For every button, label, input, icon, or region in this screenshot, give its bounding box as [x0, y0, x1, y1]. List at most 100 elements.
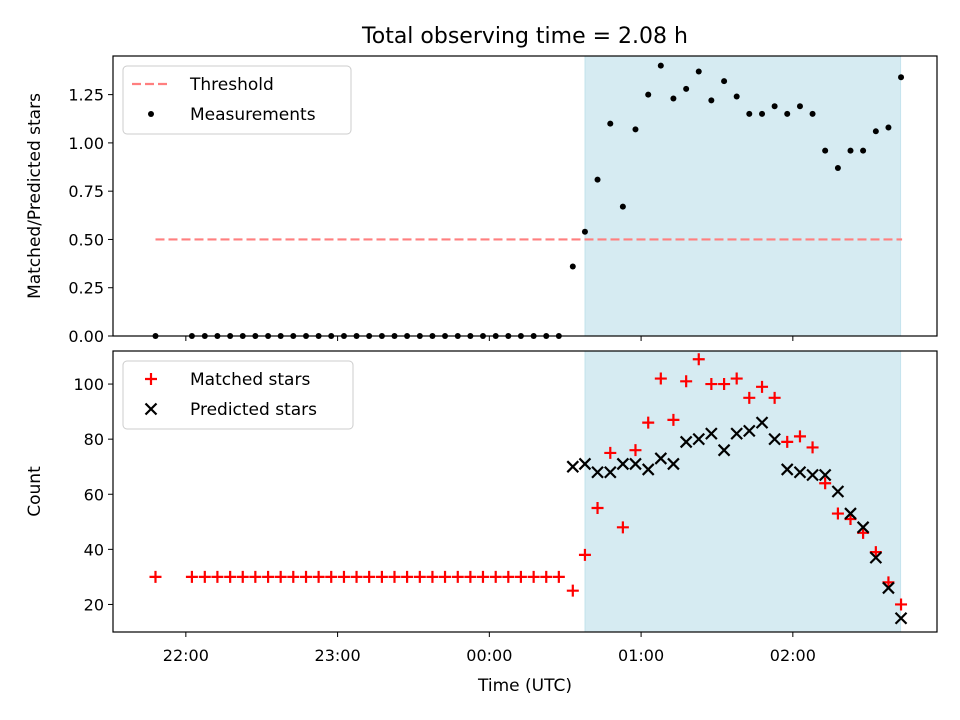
y-tick-label: 20	[84, 595, 104, 614]
measurement-point	[607, 120, 614, 127]
legend-matched-swatch	[145, 373, 157, 385]
measurement-point	[733, 93, 740, 100]
x-tick-label: 00:00	[466, 646, 512, 665]
legend-box	[122, 360, 354, 430]
y-tick-label: 100	[73, 375, 104, 394]
measurement-point	[898, 74, 905, 81]
y-tick-label: 80	[84, 430, 104, 449]
measurement-point	[796, 103, 803, 110]
matched-star-point	[224, 570, 237, 583]
bottom-panel: 20 40 60 80 100 22:00 23:00 00:00 01:00 02:00 Coun…	[25, 350, 938, 665]
measurement-point	[847, 147, 854, 154]
legend-label: Threshold	[189, 75, 274, 95]
matched-star-point	[793, 430, 806, 443]
y-axis-label: Count	[25, 466, 45, 517]
predicted-star-point	[578, 457, 592, 471]
x-tick-label: 22:00	[163, 646, 209, 665]
predicted-star-point	[882, 581, 895, 595]
matched-star-point	[629, 444, 642, 457]
matched-star-point	[350, 570, 363, 583]
measurement-point	[771, 103, 778, 110]
y-tick-label: 0.25	[68, 279, 104, 298]
matched-star-point	[198, 570, 211, 583]
matched-star-point	[262, 570, 275, 583]
observing-interval-shade	[584, 350, 902, 633]
predicted-star-point	[831, 485, 845, 498]
measurement-point	[569, 263, 576, 270]
y-tick-label: 1.25	[68, 86, 104, 105]
predicted-star-point	[717, 443, 731, 457]
x-tick-label: 01:00	[618, 646, 664, 665]
measurement-point	[657, 62, 664, 69]
matched-star-point	[578, 548, 591, 561]
matched-star-point	[831, 507, 844, 520]
predicted-star-point	[856, 521, 870, 534]
matched-star-point	[730, 372, 743, 385]
measurement-point	[683, 85, 690, 92]
matched-star-point	[819, 477, 832, 490]
measurement-point	[834, 165, 841, 171]
predicted-star-point	[641, 463, 655, 476]
matched-star-point	[426, 570, 439, 583]
matched-star-point	[705, 378, 718, 391]
matched-star-point	[476, 570, 489, 583]
measurement-point	[594, 176, 601, 183]
predicted-star-point	[679, 435, 693, 449]
matched-star-point	[591, 502, 604, 515]
matched-star-point	[692, 353, 705, 366]
matched-star-point	[654, 372, 667, 385]
matched-star-point	[743, 391, 756, 404]
x-tick-label: 02:00	[770, 646, 816, 665]
y-tick-label: 60	[84, 485, 104, 504]
legend-box	[122, 65, 352, 135]
legend: Matched stars Predicted stars	[122, 360, 354, 430]
matched-star-point	[413, 570, 426, 583]
matched-star-point	[527, 570, 540, 583]
measurement-point	[670, 95, 677, 102]
matched-star-point	[375, 570, 388, 583]
measurement-point	[645, 91, 652, 98]
matched-star-point	[489, 570, 502, 583]
matched-star-point	[502, 570, 515, 583]
predicted-star-point	[705, 427, 718, 440]
legend-predicted-swatch	[144, 402, 158, 416]
x-tick-label: 23:00	[315, 646, 361, 665]
y-tick-label: 0.75	[68, 182, 104, 201]
axes-frame	[112, 55, 938, 337]
matched-star-point	[325, 570, 338, 583]
matched-star-point	[451, 570, 464, 583]
measurement-point	[619, 203, 626, 210]
predicted-star-point	[768, 432, 781, 446]
y-axis-label: Matched/Predicted stars	[25, 93, 45, 299]
predicted-star-point	[730, 427, 743, 440]
predicted-star-point	[654, 452, 668, 465]
predicted-star-point	[806, 468, 819, 482]
predicted-star-point	[780, 463, 794, 476]
y-tick-label: 0.00	[68, 327, 104, 346]
chart-title: Total observing time = 2.08 h	[361, 24, 688, 49]
predicted-star-point	[566, 460, 580, 473]
matched-star-point	[274, 570, 287, 583]
matched-star-point	[211, 570, 224, 583]
measurement-point	[860, 147, 867, 154]
matched-star-point	[236, 570, 249, 583]
predicted-star-point	[616, 457, 630, 471]
measurement-point	[809, 110, 816, 117]
predicted-star-point	[755, 416, 769, 429]
measurement-point	[721, 78, 728, 85]
matched-star-point	[388, 570, 401, 583]
matched-star-point	[604, 446, 617, 459]
measurement-point	[885, 124, 892, 131]
matched-star-point	[363, 570, 376, 583]
matched-star-point	[514, 570, 527, 583]
measurement-point	[784, 110, 791, 117]
y-tick-label: 40	[84, 540, 104, 559]
legend: Threshold Measurements	[122, 65, 352, 135]
legend-label: Matched stars	[190, 370, 310, 390]
matched-star-point	[895, 598, 908, 611]
matched-star-point	[552, 570, 565, 583]
matched-star-point	[249, 570, 262, 583]
matched-star-point	[312, 570, 325, 583]
legend-label: Predicted stars	[190, 400, 317, 420]
